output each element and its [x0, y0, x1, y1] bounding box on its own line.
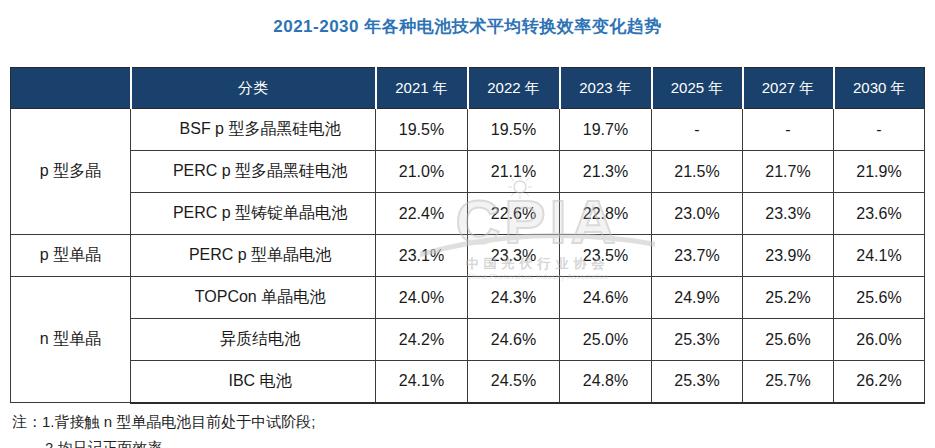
- value-cell: 23.0%: [652, 193, 743, 235]
- value-cell: 25.3%: [652, 319, 743, 361]
- year-header: 2027 年: [743, 68, 834, 109]
- category-cell: PERC p 型铸锭单晶电池: [131, 193, 376, 235]
- value-cell: 22.6%: [468, 193, 560, 235]
- year-header: 2021 年: [376, 68, 468, 109]
- value-cell: 19.5%: [376, 109, 468, 151]
- value-cell: 26.2%: [834, 361, 925, 403]
- value-cell: 25.6%: [743, 319, 834, 361]
- value-cell: 24.9%: [652, 277, 743, 319]
- value-cell: 24.1%: [376, 361, 468, 403]
- value-cell: 24.3%: [468, 277, 560, 319]
- value-cell: 23.6%: [834, 193, 925, 235]
- value-cell: 23.3%: [468, 235, 560, 277]
- year-header: 2023 年: [560, 68, 652, 109]
- value-cell: 21.7%: [743, 151, 834, 193]
- value-cell: 22.4%: [376, 193, 468, 235]
- category-cell: BSF p 型多晶黑硅电池: [131, 109, 376, 151]
- value-cell: 21.5%: [652, 151, 743, 193]
- value-cell: 19.5%: [468, 109, 560, 151]
- note-text: 2.均只记正面效率。: [45, 439, 178, 448]
- value-cell: -: [652, 109, 743, 151]
- group-label-cell: p 型多晶: [11, 109, 131, 235]
- note-line: 2.均只记正面效率。: [45, 435, 315, 448]
- value-cell: 24.1%: [834, 235, 925, 277]
- value-cell: 21.0%: [376, 151, 468, 193]
- category-cell: IBC 电池: [131, 361, 376, 403]
- value-cell: 21.1%: [468, 151, 560, 193]
- empty-header-cell: [11, 68, 131, 109]
- group-label-cell: n 型单晶: [11, 277, 131, 403]
- page: 2021-2030 年各种电池技术平均转换效率变化趋势 分类 2021 年 20…: [0, 15, 935, 448]
- value-cell: 24.6%: [560, 277, 652, 319]
- table-row: IBC 电池 24.1% 24.5% 24.8% 25.3% 25.7% 26.…: [11, 361, 925, 403]
- efficiency-table: 分类 2021 年 2022 年 2023 年 2025 年 2027 年 20…: [10, 67, 925, 404]
- value-cell: 23.1%: [376, 235, 468, 277]
- table-row: n 型单晶 TOPCon 单晶电池 24.0% 24.3% 24.6% 24.9…: [11, 277, 925, 319]
- value-cell: 24.6%: [468, 319, 560, 361]
- value-cell: 21.3%: [560, 151, 652, 193]
- value-cell: 25.0%: [560, 319, 652, 361]
- value-cell: 24.5%: [468, 361, 560, 403]
- value-cell: -: [834, 109, 925, 151]
- category-cell: PERC p 型单晶电池: [131, 235, 376, 277]
- header-row: 分类 2021 年 2022 年 2023 年 2025 年 2027 年 20…: [11, 68, 925, 109]
- value-cell: 25.3%: [652, 361, 743, 403]
- value-cell: 25.7%: [743, 361, 834, 403]
- table-row: p 型多晶 BSF p 型多晶黑硅电池 19.5% 19.5% 19.7% - …: [11, 109, 925, 151]
- page-title: 2021-2030 年各种电池技术平均转换效率变化趋势: [0, 15, 935, 38]
- table-row: PERC p 型多晶黑硅电池 21.0% 21.1% 21.3% 21.5% 2…: [11, 151, 925, 193]
- footnotes: 注： 1.背接触 n 型单晶电池目前处于中试阶段; 2.均只记正面效率。: [12, 409, 315, 448]
- category-header: 分类: [131, 68, 376, 109]
- value-cell: 19.7%: [560, 109, 652, 151]
- category-cell: TOPCon 单晶电池: [131, 277, 376, 319]
- group-label-cell: p 型单晶: [11, 235, 131, 277]
- note-line: 注： 1.背接触 n 型单晶电池目前处于中试阶段;: [12, 409, 315, 435]
- table-row: 异质结电池 24.2% 24.6% 25.0% 25.3% 25.6% 26.0…: [11, 319, 925, 361]
- year-header: 2022 年: [468, 68, 560, 109]
- value-cell: 23.5%: [560, 235, 652, 277]
- year-header: 2030 年: [834, 68, 925, 109]
- note-label: 注：: [12, 409, 42, 435]
- value-cell: 23.3%: [743, 193, 834, 235]
- value-cell: 26.0%: [834, 319, 925, 361]
- value-cell: 23.9%: [743, 235, 834, 277]
- value-cell: 25.2%: [743, 277, 834, 319]
- note-text: 1.背接触 n 型单晶电池目前处于中试阶段;: [42, 409, 315, 435]
- value-cell: 22.8%: [560, 193, 652, 235]
- value-cell: 25.6%: [834, 277, 925, 319]
- table-row: PERC p 型铸锭单晶电池 22.4% 22.6% 22.8% 23.0% 2…: [11, 193, 925, 235]
- value-cell: -: [743, 109, 834, 151]
- year-header: 2025 年: [652, 68, 743, 109]
- value-cell: 24.8%: [560, 361, 652, 403]
- value-cell: 23.7%: [652, 235, 743, 277]
- category-cell: 异质结电池: [131, 319, 376, 361]
- value-cell: 21.9%: [834, 151, 925, 193]
- value-cell: 24.2%: [376, 319, 468, 361]
- value-cell: 24.0%: [376, 277, 468, 319]
- table-row: p 型单晶 PERC p 型单晶电池 23.1% 23.3% 23.5% 23.…: [11, 235, 925, 277]
- category-cell: PERC p 型多晶黑硅电池: [131, 151, 376, 193]
